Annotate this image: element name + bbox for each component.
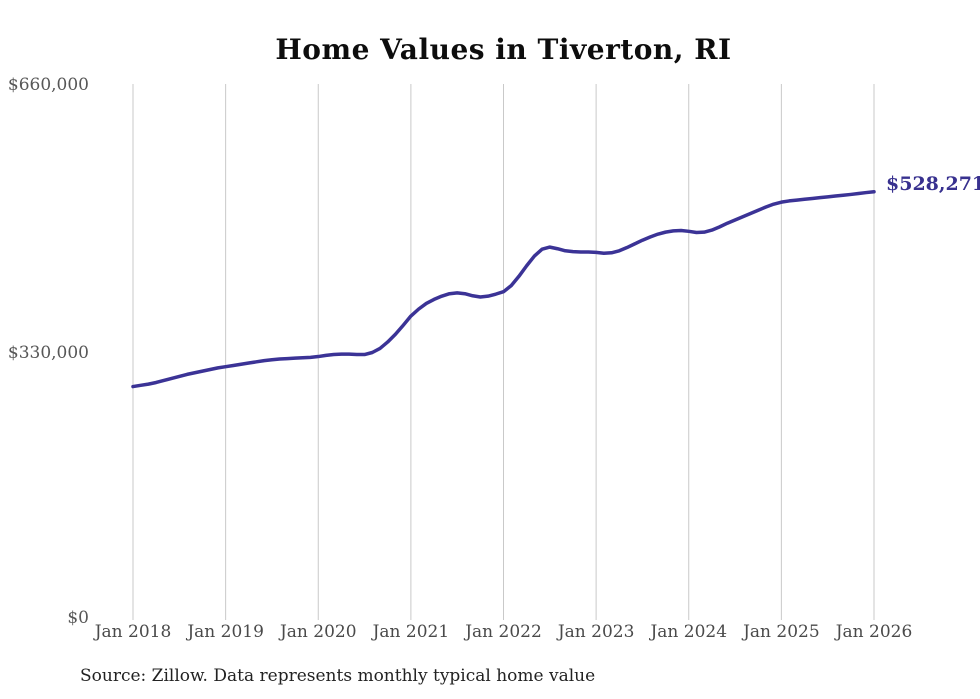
y-axis-tick-0: $0 bbox=[67, 608, 89, 628]
chart-title: Home Values in Tiverton, RI bbox=[275, 33, 732, 66]
home-value-line bbox=[131, 190, 876, 389]
source-note: Source: Zillow. Data represents monthly … bbox=[80, 666, 596, 686]
x-axis-tick-label: Jan 2024 bbox=[650, 622, 728, 642]
x-axis-tick-label: Jan 2020 bbox=[279, 622, 357, 642]
x-axis-tick-label: Jan 2022 bbox=[465, 622, 542, 642]
x-axis-tick-label: Jan 2023 bbox=[557, 622, 635, 642]
y-axis-tick-330000: $330,000 bbox=[7, 343, 89, 363]
x-axis-tick-label: Jan 2019 bbox=[187, 622, 264, 642]
vertical-gridlines bbox=[132, 84, 875, 620]
y-axis-tick-660000: $660,000 bbox=[7, 75, 89, 95]
x-axis-tick-label: Jan 2021 bbox=[372, 622, 450, 642]
x-axis-tick-label: Jan 2026 bbox=[835, 622, 913, 642]
x-axis-tick-label: Jan 2025 bbox=[743, 622, 820, 642]
x-axis-tick-label: Jan 2018 bbox=[94, 622, 172, 642]
final-value-label: $528,271 bbox=[886, 173, 980, 195]
